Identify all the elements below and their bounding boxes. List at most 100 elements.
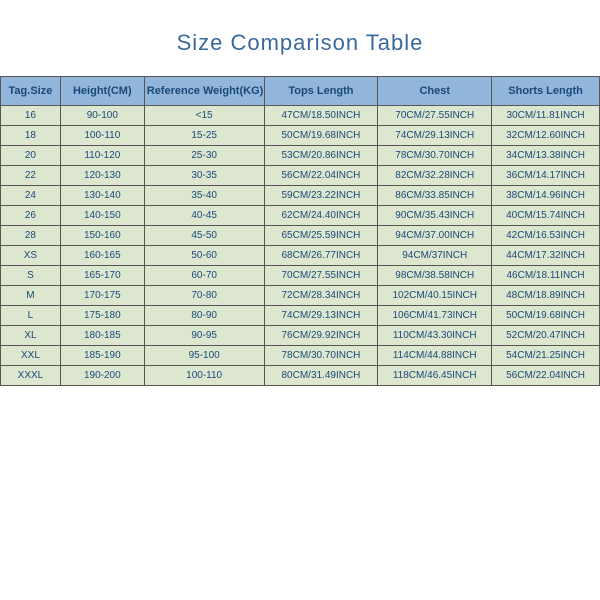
table-body: 1690-100<1547CM/18.50INCH70CM/27.55INCH3… <box>1 106 600 386</box>
table-cell: 59CM/23.22INCH <box>264 186 378 206</box>
table-row: L175-18080-9074CM/29.13INCH106CM/41.73IN… <box>1 306 600 326</box>
table-cell: 46CM/18.11INCH <box>492 266 600 286</box>
table-cell: 32CM/12.60INCH <box>492 126 600 146</box>
table-cell: 70CM/27.55INCH <box>378 106 492 126</box>
table-cell: 52CM/20.47INCH <box>492 326 600 346</box>
table-row: 20110-12025-3053CM/20.86INCH78CM/30.70IN… <box>1 146 600 166</box>
page-container: Size Comparison Table Tag.Size Height(CM… <box>0 0 600 600</box>
table-cell: 62CM/24.40INCH <box>264 206 378 226</box>
table-cell: 50CM/19.68INCH <box>264 126 378 146</box>
table-cell: 80CM/31.49INCH <box>264 366 378 386</box>
table-row: 28150-16045-5065CM/25.59INCH94CM/37.00IN… <box>1 226 600 246</box>
table-cell: 42CM/16.53INCH <box>492 226 600 246</box>
table-cell: 106CM/41.73INCH <box>378 306 492 326</box>
table-cell: 68CM/26.77INCH <box>264 246 378 266</box>
table-cell: 94CM/37.00INCH <box>378 226 492 246</box>
table-cell: 160-165 <box>60 246 144 266</box>
header-tag-size: Tag.Size <box>1 77 61 106</box>
table-cell: 28 <box>1 226 61 246</box>
table-cell: 110-120 <box>60 146 144 166</box>
table-cell: 47CM/18.50INCH <box>264 106 378 126</box>
table-row: 22120-13030-3556CM/22.04INCH82CM/32.28IN… <box>1 166 600 186</box>
table-cell: 80-90 <box>144 306 264 326</box>
table-cell: 74CM/29.13INCH <box>378 126 492 146</box>
table-cell: 70-80 <box>144 286 264 306</box>
table-cell: 118CM/46.45INCH <box>378 366 492 386</box>
table-cell: 34CM/13.38INCH <box>492 146 600 166</box>
table-cell: 94CM/37INCH <box>378 246 492 266</box>
table-cell: 185-190 <box>60 346 144 366</box>
table-cell: 78CM/30.70INCH <box>378 146 492 166</box>
table-cell: 40-45 <box>144 206 264 226</box>
table-cell: 76CM/29.92INCH <box>264 326 378 346</box>
header-shorts-length: Shorts Length <box>492 77 600 106</box>
table-cell: 20 <box>1 146 61 166</box>
table-row: 1690-100<1547CM/18.50INCH70CM/27.55INCH3… <box>1 106 600 126</box>
table-cell: <15 <box>144 106 264 126</box>
table-cell: 30-35 <box>144 166 264 186</box>
table-cell: 36CM/14.17INCH <box>492 166 600 186</box>
table-cell: 24 <box>1 186 61 206</box>
table-cell: 53CM/20.86INCH <box>264 146 378 166</box>
table-cell: 90-100 <box>60 106 144 126</box>
table-cell: 30CM/11.81INCH <box>492 106 600 126</box>
table-cell: 130-140 <box>60 186 144 206</box>
table-cell: 70CM/27.55INCH <box>264 266 378 286</box>
table-cell: S <box>1 266 61 286</box>
table-cell: 95-100 <box>144 346 264 366</box>
table-cell: L <box>1 306 61 326</box>
table-row: XS160-16550-6068CM/26.77INCH94CM/37INCH4… <box>1 246 600 266</box>
size-table: Tag.Size Height(CM) Reference Weight(KG)… <box>0 76 600 386</box>
table-cell: 35-40 <box>144 186 264 206</box>
table-cell: 102CM/40.15INCH <box>378 286 492 306</box>
table-cell: 90CM/35.43INCH <box>378 206 492 226</box>
table-cell: 190-200 <box>60 366 144 386</box>
table-row: S165-17060-7070CM/27.55INCH98CM/38.58INC… <box>1 266 600 286</box>
table-cell: 82CM/32.28INCH <box>378 166 492 186</box>
table-cell: 26 <box>1 206 61 226</box>
table-cell: 165-170 <box>60 266 144 286</box>
table-cell: 56CM/22.04INCH <box>264 166 378 186</box>
table-cell: 78CM/30.70INCH <box>264 346 378 366</box>
table-cell: 72CM/28.34INCH <box>264 286 378 306</box>
table-cell: 60-70 <box>144 266 264 286</box>
table-cell: XS <box>1 246 61 266</box>
table-cell: 100-110 <box>60 126 144 146</box>
header-height: Height(CM) <box>60 77 144 106</box>
table-cell: 98CM/38.58INCH <box>378 266 492 286</box>
table-row: M170-17570-8072CM/28.34INCH102CM/40.15IN… <box>1 286 600 306</box>
table-cell: 65CM/25.59INCH <box>264 226 378 246</box>
table-row: 26140-15040-4562CM/24.40INCH90CM/35.43IN… <box>1 206 600 226</box>
table-cell: 38CM/14.96INCH <box>492 186 600 206</box>
table-cell: 175-180 <box>60 306 144 326</box>
table-row: XXXL190-200100-11080CM/31.49INCH118CM/46… <box>1 366 600 386</box>
table-cell: 150-160 <box>60 226 144 246</box>
table-cell: 170-175 <box>60 286 144 306</box>
table-cell: 140-150 <box>60 206 144 226</box>
table-cell: XXXL <box>1 366 61 386</box>
table-cell: 16 <box>1 106 61 126</box>
header-row: Tag.Size Height(CM) Reference Weight(KG)… <box>1 77 600 106</box>
table-cell: 74CM/29.13INCH <box>264 306 378 326</box>
table-row: XL180-18590-9576CM/29.92INCH110CM/43.30I… <box>1 326 600 346</box>
table-cell: 180-185 <box>60 326 144 346</box>
table-header: Tag.Size Height(CM) Reference Weight(KG)… <box>1 77 600 106</box>
table-cell: 45-50 <box>144 226 264 246</box>
table-cell: 22 <box>1 166 61 186</box>
table-cell: 56CM/22.04INCH <box>492 366 600 386</box>
header-tops-length: Tops Length <box>264 77 378 106</box>
table-cell: 86CM/33.85INCH <box>378 186 492 206</box>
table-cell: 18 <box>1 126 61 146</box>
table-cell: 48CM/18.89INCH <box>492 286 600 306</box>
table-row: 24130-14035-4059CM/23.22INCH86CM/33.85IN… <box>1 186 600 206</box>
table-row: 18100-11015-2550CM/19.68INCH74CM/29.13IN… <box>1 126 600 146</box>
table-cell: XXL <box>1 346 61 366</box>
table-cell: XL <box>1 326 61 346</box>
table-cell: 54CM/21.25INCH <box>492 346 600 366</box>
table-row: XXL185-19095-10078CM/30.70INCH114CM/44.8… <box>1 346 600 366</box>
table-cell: 40CM/15.74INCH <box>492 206 600 226</box>
table-cell: 114CM/44.88INCH <box>378 346 492 366</box>
table-cell: 110CM/43.30INCH <box>378 326 492 346</box>
table-cell: M <box>1 286 61 306</box>
page-title: Size Comparison Table <box>0 30 600 56</box>
